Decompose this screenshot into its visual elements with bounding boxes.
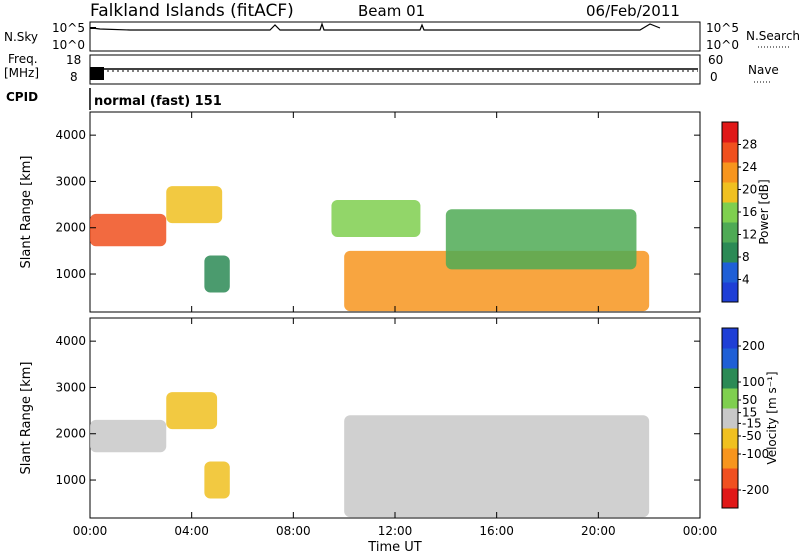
xtick-0: 00:00	[73, 524, 108, 538]
time-axis-label: Time UT	[367, 540, 421, 554]
velocity-panel: Slant Range [km] 1000 2000 3000 4000 -200 -1…	[19, 317, 779, 519]
velocity-ytick-1: 2000	[55, 427, 86, 441]
power-colorbar-seg-7	[722, 142, 738, 163]
velocity-colorbar-seg-1	[722, 468, 738, 489]
power-colorbar-tick-4: 20	[742, 183, 757, 197]
xtick-6: 00:00	[683, 524, 718, 538]
power-colorbar-tick-6: 28	[742, 138, 757, 152]
beam-label: Beam 01	[358, 2, 425, 20]
power-region-0	[90, 213, 167, 247]
nsky-panel: N.Sky 10^5 10^0 10^5 10^0 N.Search	[4, 21, 800, 52]
nsearch-tick-bottom: 10^0	[706, 38, 739, 52]
nave-tick-bottom: 0	[710, 70, 718, 84]
power-colorbar-seg-6	[722, 162, 738, 183]
xtick-1: 04:00	[174, 524, 209, 538]
xtick-4: 16:00	[479, 524, 514, 538]
velocity-region-3	[344, 415, 650, 518]
plot-title: Falkland Islands (fitACF)	[90, 1, 294, 21]
nsearch-label: N.Search	[746, 29, 800, 43]
velocity-colorbar-tick-3: -15	[742, 416, 762, 430]
power-colorbar-seg-8	[722, 122, 738, 143]
power-colorbar-tick-0: 4	[742, 273, 750, 287]
freq-tick-top: 18	[66, 53, 81, 67]
power-colorbar-label: Power [dB]	[757, 179, 771, 244]
velocity-colorbar-seg-2	[722, 448, 738, 469]
nsearch-tick-top: 10^5	[706, 21, 739, 35]
power-colorbar-tick-2: 12	[742, 228, 757, 242]
freq-label-1: Freq.	[8, 52, 38, 66]
power-colorbar-tick-5: 24	[742, 160, 757, 174]
freq-panel: Freq. [MHz] 18 8 60 0 Nave	[4, 52, 779, 85]
power-colorbar-seg-1	[722, 262, 738, 283]
velocity-ylabel: Slant Range [km]	[19, 362, 34, 475]
freq-label-2: [MHz]	[4, 66, 39, 80]
power-ytick-1: 2000	[55, 221, 86, 235]
velocity-region-0	[90, 419, 167, 453]
velocity-colorbar-tick-1: -100	[742, 447, 769, 461]
power-colorbar-seg-3	[722, 222, 738, 243]
xtick-3: 12:00	[378, 524, 413, 538]
power-ylabel: Slant Range [km]	[19, 156, 34, 269]
freq-tick-bottom: 8	[70, 70, 78, 84]
power-colorbar-tick-3: 16	[742, 205, 757, 219]
velocity-colorbar-tick-5: 50	[742, 393, 757, 407]
velocity-colorbar-seg-4	[722, 408, 738, 429]
power-ytick-0: 1000	[55, 267, 86, 281]
velocity-colorbar-tick-4: 15	[742, 406, 757, 420]
xtick-2: 08:00	[276, 524, 311, 538]
velocity-region-1	[166, 392, 218, 430]
power-colorbar-seg-5	[722, 182, 738, 203]
velocity-region-2	[204, 461, 230, 499]
velocity-ytick-2: 3000	[55, 380, 86, 394]
nsky-tick-bottom: 10^0	[52, 38, 85, 52]
velocity-colorbar-label: Velocity [m s⁻¹]	[765, 371, 779, 464]
velocity-colorbar-tick-2: -50	[742, 429, 762, 443]
xtick-5: 20:00	[581, 524, 616, 538]
velocity-colorbar-seg-5	[722, 388, 738, 409]
power-colorbar-tick-1: 8	[742, 250, 750, 264]
nsky-tick-top: 10^5	[52, 21, 85, 35]
velocity-colorbar-seg-3	[722, 428, 738, 449]
velocity-colorbar-seg-0	[722, 488, 738, 509]
velocity-ytick-3: 4000	[55, 334, 86, 348]
power-region-3	[331, 199, 421, 237]
cpid-row: CPID normal (fast) 151	[6, 88, 222, 110]
power-colorbar-seg-2	[722, 242, 738, 263]
cpid-label: CPID	[6, 90, 38, 104]
nsky-label: N.Sky	[4, 30, 38, 44]
time-axis: 00:00 04:00 08:00 12:00 16:00 20:00 00:00	[73, 112, 718, 538]
nsky-trace	[91, 22, 661, 31]
power-region-5	[445, 209, 637, 270]
power-colorbar-seg-0	[722, 282, 738, 303]
power-panel: Slant Range [km] 1000 2000 3000 4000 4 8 12 16…	[19, 111, 771, 313]
nave-label: Nave	[748, 63, 779, 77]
power-region-1	[166, 186, 223, 224]
power-ytick-2: 3000	[55, 174, 86, 188]
power-colorbar-seg-4	[722, 202, 738, 223]
velocity-colorbar-seg-8	[722, 328, 738, 349]
power-ytick-3: 4000	[55, 128, 86, 142]
nave-tick-top: 60	[708, 53, 723, 67]
power-region-2	[204, 255, 230, 293]
velocity-colorbar-tick-0: -200	[742, 483, 769, 497]
velocity-colorbar-seg-6	[722, 368, 738, 389]
cpid-text: normal (fast) 151	[94, 94, 222, 109]
velocity-colorbar-tick-7: 200	[742, 339, 765, 353]
velocity-ytick-0: 1000	[55, 473, 86, 487]
velocity-colorbar-tick-6: 100	[742, 375, 765, 389]
velocity-colorbar-seg-7	[722, 348, 738, 369]
date-label: 06/Feb/2011	[586, 2, 680, 20]
